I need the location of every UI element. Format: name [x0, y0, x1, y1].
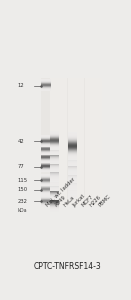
Text: HeLa: HeLa [63, 195, 76, 208]
Text: PBMC: PBMC [98, 194, 112, 208]
Text: MCF7: MCF7 [80, 194, 94, 208]
Text: CPTC-TNFRSF14-3: CPTC-TNFRSF14-3 [33, 262, 101, 271]
Text: H226: H226 [89, 195, 102, 208]
Text: 77: 77 [18, 164, 25, 169]
Bar [68, 78, 76, 206]
Bar [85, 78, 93, 206]
Text: 42: 42 [18, 139, 25, 144]
Text: Jurkat: Jurkat [72, 194, 86, 208]
Bar [59, 78, 67, 206]
Text: 150: 150 [18, 187, 28, 192]
Text: kDa: kDa [18, 208, 28, 213]
Bar [41, 78, 102, 206]
Text: 12: 12 [18, 83, 25, 88]
Text: 232: 232 [18, 199, 28, 204]
Text: 115: 115 [18, 178, 28, 183]
Text: Mol. wt. ladder: Mol. wt. ladder [45, 177, 76, 208]
Bar [50, 78, 59, 206]
Text: A549: A549 [54, 195, 68, 208]
Bar [76, 78, 84, 206]
Bar [93, 78, 102, 206]
